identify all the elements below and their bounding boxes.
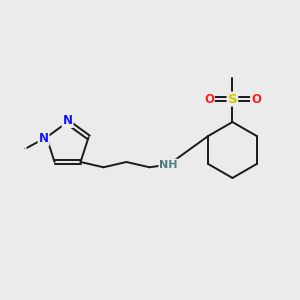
Text: O: O: [251, 93, 261, 106]
Text: O: O: [204, 93, 214, 106]
Text: N: N: [39, 132, 49, 145]
Text: methyl: methyl: [23, 148, 28, 149]
Text: N: N: [63, 114, 73, 127]
Text: NH: NH: [159, 160, 178, 170]
Text: S: S: [228, 93, 237, 106]
